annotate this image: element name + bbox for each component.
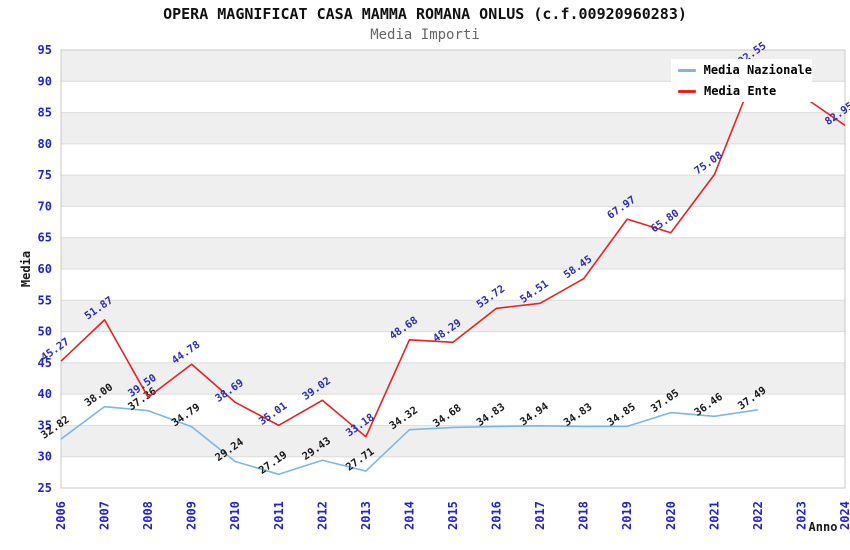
y-tick-label: 30	[38, 450, 52, 464]
y-tick-label: 80	[38, 137, 52, 151]
x-tick-label: 2017	[533, 501, 547, 530]
y-tick-label: 65	[38, 231, 52, 245]
legend: Media Nazionale Media Ente	[671, 59, 812, 102]
x-tick-label: 2010	[228, 501, 242, 530]
x-axis-title: Anno	[809, 520, 838, 534]
legend-label-media-nazionale: Media Nazionale	[703, 63, 812, 77]
y-axis-title: Media	[19, 251, 33, 287]
x-tick-label: 2006	[54, 501, 68, 530]
legend-item-media-ente: Media Ente	[671, 83, 812, 99]
grid-band	[61, 425, 845, 457]
x-tick-label: 2014	[402, 501, 416, 530]
x-tick-label: 2009	[185, 501, 199, 530]
grid-band	[61, 394, 845, 426]
y-tick-label: 35	[38, 418, 52, 432]
y-tick-label: 60	[38, 262, 52, 276]
x-tick-label: 2018	[577, 501, 591, 530]
grid-band	[61, 175, 845, 207]
x-tick-label: 2013	[359, 501, 373, 530]
x-tick-label: 2015	[446, 501, 460, 530]
x-tick-label: 2016	[490, 501, 504, 530]
x-tick-label: 2022	[751, 501, 765, 530]
x-tick-label: 2012	[315, 501, 329, 530]
series-line-1	[60, 64, 846, 438]
x-tick-label: 2021	[707, 501, 721, 530]
y-tick-label: 50	[38, 325, 52, 339]
media-ente-line-swatch-icon	[678, 89, 696, 93]
grid-band	[61, 300, 845, 332]
x-tick-label: 2019	[620, 501, 634, 530]
chart-title: OPERA MAGNIFICAT CASA MAMMA ROMANA ONLUS…	[163, 5, 687, 23]
y-tick-label: 45	[38, 356, 52, 370]
grid-band	[61, 269, 845, 301]
y-tick-label: 25	[38, 481, 52, 495]
x-tick-label: 2020	[664, 501, 678, 530]
grid-band	[61, 331, 845, 363]
x-tick-label: 2008	[141, 501, 155, 530]
y-tick-label: 55	[38, 293, 52, 307]
plot-border	[60, 49, 846, 489]
series-line-0	[60, 405, 759, 476]
grid-band	[61, 456, 845, 488]
grid-band	[61, 206, 845, 238]
x-tick-label: 2023	[794, 501, 808, 530]
legend-item-media-nazionale: Media Nazionale	[671, 62, 812, 78]
x-tick-label: 2011	[272, 501, 286, 530]
y-tick-label: 70	[38, 199, 52, 213]
legend-label-media-ente: Media Ente	[704, 84, 777, 98]
y-tick-label: 90	[38, 74, 52, 88]
y-tick-label: 85	[38, 106, 52, 120]
y-tick-label: 40	[38, 387, 52, 401]
media-nazionale-line-swatch-icon	[678, 68, 696, 72]
y-tick-label: 95	[38, 43, 52, 57]
grid-band	[61, 112, 845, 144]
x-tick-label: 2024	[838, 501, 850, 530]
grid-band	[61, 237, 845, 269]
chart-subtitle: Media Importi	[370, 27, 480, 43]
x-tick-label: 2007	[98, 501, 112, 530]
y-tick-label: 75	[38, 168, 52, 182]
grid-band	[61, 143, 845, 176]
grid-band	[61, 362, 845, 395]
